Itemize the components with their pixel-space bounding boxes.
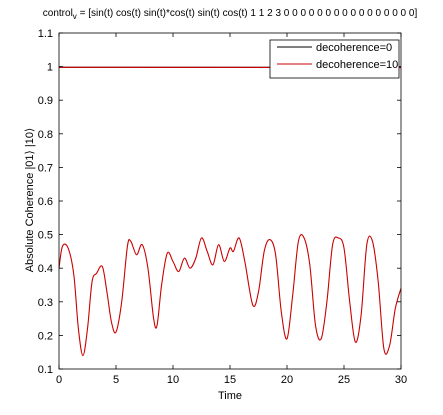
x-tick-label: 10	[167, 374, 179, 386]
axis-layer: 0 5 10 15 20 25 30 0.1 0.2 0.3 0.4 0.5 0.6 0.7 0.8 0.9 1…	[38, 28, 407, 386]
chart-title-subscript: v	[73, 12, 77, 21]
x-tick-label: 0	[56, 374, 62, 386]
x-tick-label: 15	[224, 374, 236, 386]
legend: decoherence=0 decoherence=10	[269, 39, 400, 79]
y-tick-label: 0.2	[38, 330, 53, 342]
y-tick-label: 1.1	[38, 28, 53, 40]
x-tick-label: 20	[281, 374, 293, 386]
y-tick-label: 1	[47, 62, 53, 74]
x-axis-label: Time	[218, 390, 242, 402]
y-tick-label: 0.1	[38, 364, 53, 376]
y-tick-label: 0.8	[38, 129, 53, 141]
y-axis-label: Absolute Coherence |01⟩ |10⟩	[24, 128, 36, 273]
series-layer	[58, 66, 402, 357]
x-tick-label: 25	[338, 374, 350, 386]
legend-box	[269, 39, 400, 79]
chart-title: controlv = [sin(t) cos(t) sin(t)*cos(t) …	[43, 8, 418, 21]
y-tick-label: 0.7	[38, 162, 53, 174]
x-tick-label: 5	[113, 374, 119, 386]
chart-title-suffix: = [sin(t) cos(t) sin(t)*cos(t) sin(t) co…	[77, 8, 418, 19]
y-tick-label: 0.3	[38, 297, 53, 309]
y-tick-label: 0.6	[38, 196, 53, 208]
legend-entry: decoherence=0	[316, 42, 392, 54]
y-tick-label: 0.9	[38, 95, 53, 107]
series-line-2	[58, 234, 402, 357]
x-tick-label: 30	[395, 374, 407, 386]
chart-title-prefix: control	[43, 8, 73, 19]
legend-entry: decoherence=10	[316, 59, 398, 71]
y-tick-label: 0.4	[38, 263, 53, 275]
y-tick-label: 0.5	[38, 230, 53, 242]
